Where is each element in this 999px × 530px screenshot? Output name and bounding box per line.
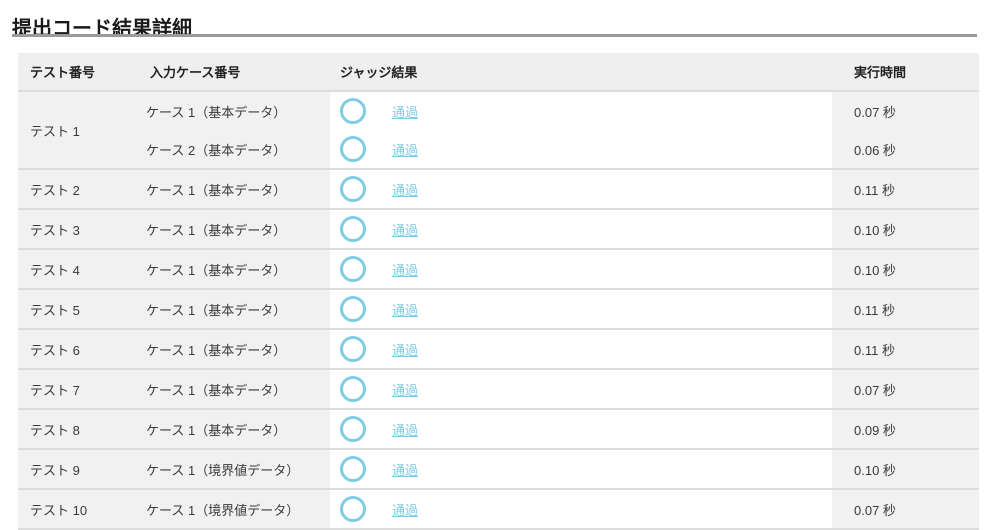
cell-test-no: テスト 3: [18, 209, 138, 250]
table-row: テスト 1 ケース 1（基本データ） 通過 0.07 秒: [18, 91, 979, 170]
judge-result-link[interactable]: 通過: [392, 262, 419, 278]
cell-case-no: ケース 1（基本データ）: [138, 249, 330, 290]
column-header-test-no: テスト番号: [18, 53, 138, 92]
table-header-row: テスト番号 入力ケース番号 ジャッジ結果 実行時間: [18, 53, 979, 92]
table-body: テスト 1 ケース 1（基本データ） 通過 0.07 秒ケース 2（基本データ） 通過 0…: [18, 91, 979, 530]
cell-case-no: ケース 1（基本データ）: [138, 289, 330, 330]
cell-test-no: テスト 7: [18, 369, 138, 410]
cell-case-no: ケース 1（基本データ）: [138, 91, 330, 130]
cell-judge-result: 通過: [330, 409, 832, 450]
pass-circle-icon: [340, 296, 366, 322]
table-header: テスト番号 入力ケース番号 ジャッジ結果 実行時間: [18, 53, 979, 92]
cell-test-no: テスト 9: [18, 449, 138, 490]
judge-result-link[interactable]: 通過: [392, 302, 419, 318]
cell-execution-time: 0.11 秒: [832, 329, 979, 370]
judge-result-group: 通過: [340, 130, 832, 168]
title-divider: [12, 34, 977, 38]
table-row: テスト 4 ケース 1（基本データ） 通過 0.10 秒: [18, 249, 979, 290]
page-title: 提出コード結果詳細: [12, 18, 192, 41]
table-row: テスト 3 ケース 1（基本データ） 通過 0.10 秒: [18, 209, 979, 250]
pass-circle-icon: [340, 176, 366, 202]
cell-execution-time: 0.07 秒: [832, 91, 979, 130]
cell-case-no: ケース 2（基本データ）: [138, 130, 330, 170]
cell-execution-time: 0.11 秒: [832, 289, 979, 330]
cell-judge-result: 通過: [330, 209, 832, 250]
judge-result-link[interactable]: 通過: [392, 142, 419, 158]
cell-judge-result: 通過: [330, 130, 832, 170]
cell-judge-result: 通過: [330, 289, 832, 330]
cell-judge-result: 通過: [330, 369, 832, 410]
cell-execution-time: 0.11 秒: [832, 169, 979, 210]
judge-result-group: 通過: [340, 370, 832, 408]
judge-result-link[interactable]: 通過: [392, 422, 419, 438]
cell-execution-time: 0.09 秒: [832, 409, 979, 450]
judge-result-group: 通過: [340, 450, 832, 488]
table-row: テスト 8 ケース 1（基本データ） 通過 0.09 秒: [18, 409, 979, 450]
cell-test-no: テスト 1: [18, 91, 138, 170]
table-row: テスト 10 ケース 1（境界値データ） 通過 0.07 秒: [18, 489, 979, 530]
cell-execution-time: 0.07 秒: [832, 489, 979, 530]
cell-case-no: ケース 1（境界値データ）: [138, 489, 330, 530]
judge-result-link[interactable]: 通過: [392, 462, 419, 478]
judge-result-group: 通過: [340, 210, 832, 248]
cell-execution-time: 0.10 秒: [832, 249, 979, 290]
judge-result-link[interactable]: 通過: [392, 382, 419, 398]
cell-judge-result: 通過: [330, 249, 832, 290]
cell-test-no: テスト 5: [18, 289, 138, 330]
test-results-table: テスト番号 入力ケース番号 ジャッジ結果 実行時間 テスト 1 ケース 1（基本デ…: [18, 53, 979, 530]
pass-circle-icon: [340, 136, 366, 162]
cell-judge-result: 通過: [330, 329, 832, 370]
cell-case-no: ケース 1（境界値データ）: [138, 449, 330, 490]
cell-case-no: ケース 1（基本データ）: [138, 169, 330, 210]
judge-result-group: 通過: [340, 330, 832, 368]
pass-circle-icon: [340, 456, 366, 482]
judge-result-link[interactable]: 通過: [392, 182, 419, 198]
cell-test-no: テスト 4: [18, 249, 138, 290]
column-header-judge: ジャッジ結果: [330, 53, 832, 92]
table-row: テスト 5 ケース 1（基本データ） 通過 0.11 秒: [18, 289, 979, 330]
table-row: テスト 7 ケース 1（基本データ） 通過 0.07 秒: [18, 369, 979, 410]
cell-test-no: テスト 8: [18, 409, 138, 450]
cell-test-no: テスト 6: [18, 329, 138, 370]
pass-circle-icon: [340, 98, 366, 124]
judge-result-group: 通過: [340, 92, 832, 130]
judge-result-group: 通過: [340, 170, 832, 208]
column-header-case-no: 入力ケース番号: [138, 53, 330, 92]
pass-circle-icon: [340, 416, 366, 442]
cell-case-no: ケース 1（基本データ）: [138, 409, 330, 450]
judge-result-group: 通過: [340, 290, 832, 328]
column-header-time: 実行時間: [832, 53, 979, 92]
table-row: テスト 6 ケース 1（基本データ） 通過 0.11 秒: [18, 329, 979, 370]
judge-result-link[interactable]: 通過: [392, 342, 419, 358]
table-row: テスト 2 ケース 1（基本データ） 通過 0.11 秒: [18, 169, 979, 210]
pass-circle-icon: [340, 496, 366, 522]
cell-case-no: ケース 1（基本データ）: [138, 329, 330, 370]
cell-execution-time: 0.06 秒: [832, 130, 979, 170]
judge-result-group: 通過: [340, 250, 832, 288]
pass-circle-icon: [340, 216, 366, 242]
judge-result-group: 通過: [340, 490, 832, 528]
cell-case-no: ケース 1（基本データ）: [138, 369, 330, 410]
table-row: ケース 2（基本データ） 通過 0.06 秒: [18, 130, 979, 170]
cell-test-no: テスト 10: [18, 489, 138, 530]
pass-circle-icon: [340, 376, 366, 402]
pass-circle-icon: [340, 336, 366, 362]
judge-result-group: 通過: [340, 410, 832, 448]
judge-result-link[interactable]: 通過: [392, 104, 419, 120]
cell-judge-result: 通過: [330, 169, 832, 210]
pass-circle-icon: [340, 256, 366, 282]
cell-execution-time: 0.10 秒: [832, 449, 979, 490]
judge-result-link[interactable]: 通過: [392, 502, 419, 518]
cell-judge-result: 通過: [330, 91, 832, 130]
submission-result-page: 提出コード結果詳細 テスト番号 入力ケース番号 ジャッジ結果 実行時間 テスト …: [12, 18, 979, 530]
cell-case-no: ケース 1（基本データ）: [138, 209, 330, 250]
judge-result-link[interactable]: 通過: [392, 222, 419, 238]
cell-execution-time: 0.07 秒: [832, 369, 979, 410]
cell-judge-result: 通過: [330, 489, 832, 530]
cell-judge-result: 通過: [330, 449, 832, 490]
cell-test-no: テスト 2: [18, 169, 138, 210]
cell-execution-time: 0.10 秒: [832, 209, 979, 250]
table-row: テスト 9 ケース 1（境界値データ） 通過 0.10 秒: [18, 449, 979, 490]
